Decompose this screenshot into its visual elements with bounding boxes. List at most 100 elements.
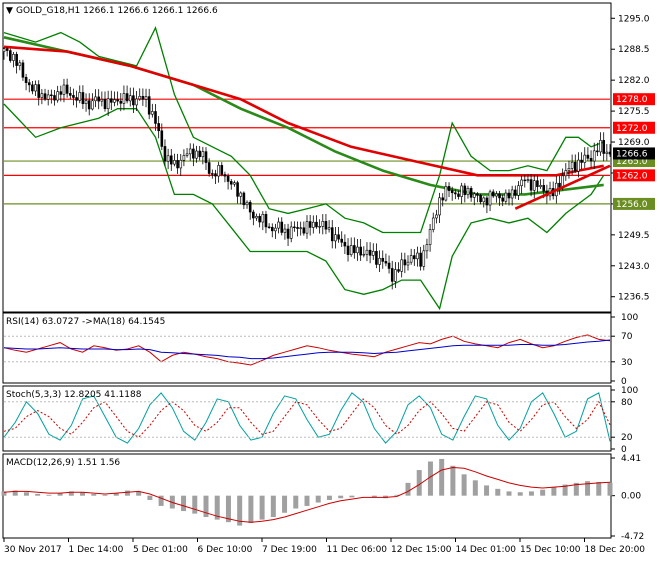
- candle-body: [280, 221, 284, 233]
- candle-body: [596, 150, 599, 153]
- dropdown-arrow-icon[interactable]: ▼: [6, 6, 13, 16]
- price-tick-label: 1275.5: [618, 107, 650, 117]
- macd-histogram-bar: [315, 495, 321, 503]
- macd-histogram-bar: [484, 485, 490, 496]
- macd-histogram-bar: [371, 495, 377, 498]
- candle-body: [122, 93, 126, 104]
- macd-histogram-bar: [293, 495, 299, 509]
- time-tick-label: 15 Dec 10:00: [520, 545, 581, 555]
- candle-body: [37, 84, 41, 98]
- sub-tick-label: 0: [621, 445, 627, 455]
- last-price-box: [613, 147, 655, 160]
- candle-body: [504, 192, 508, 202]
- trendline[interactable]: [514, 164, 611, 210]
- candle-body: [34, 84, 37, 92]
- sub-tick-label: 70: [621, 332, 633, 342]
- candle-body: [570, 161, 574, 169]
- level-label: 1265.0: [616, 157, 648, 167]
- candle-body: [201, 151, 205, 158]
- candle-body: [267, 226, 271, 229]
- macd-tick-label: -4.72: [621, 532, 644, 542]
- candle-body: [113, 99, 116, 103]
- candle-body: [413, 255, 416, 260]
- candle-body: [394, 269, 397, 282]
- price-tick-label: 1295.0: [618, 14, 650, 24]
- macd-histogram-bar: [495, 488, 501, 496]
- candle-body: [195, 150, 198, 159]
- price-candles: [2, 47, 612, 290]
- stoch-header: Stoch(5,3,3) 12.8205 41.1188: [6, 390, 142, 400]
- macd-histogram-bar: [394, 494, 400, 496]
- candle-body: [18, 62, 22, 66]
- candle-body: [270, 227, 274, 232]
- macd-histogram-bar: [35, 493, 41, 496]
- macd-histogram-bar: [214, 495, 220, 520]
- price-tick-label: 1282.0: [618, 76, 650, 86]
- candle-body: [498, 193, 501, 199]
- candle-body: [349, 245, 353, 255]
- candle-body: [12, 53, 15, 61]
- candle-body: [166, 155, 170, 162]
- macd-histogram-bar: [192, 495, 198, 514]
- candle-body: [100, 99, 104, 102]
- candle-body: [356, 246, 359, 254]
- candle-body: [510, 189, 514, 199]
- rsi-header: RSI(14) 63.0727 ->MA(18) 64.1545: [6, 317, 165, 327]
- candle-body: [68, 93, 72, 96]
- macd-histogram-bar: [416, 470, 422, 496]
- macd-histogram-bar: [562, 484, 568, 496]
- macd-histogram-bar: [450, 465, 456, 496]
- macd-histogram-bar: [506, 491, 512, 496]
- candle-body: [59, 91, 63, 95]
- candle-body: [31, 84, 34, 92]
- candle-body: [425, 244, 429, 252]
- macd-histogram-bar: [472, 480, 478, 496]
- candle-body: [154, 111, 157, 124]
- candle-body: [21, 62, 25, 78]
- candle-body: [5, 48, 9, 51]
- candle-body: [586, 154, 590, 159]
- candle-body: [2, 48, 6, 52]
- candle-body: [485, 197, 489, 206]
- price-tick-label: 1269.0: [618, 138, 650, 148]
- candle-body: [599, 140, 602, 153]
- candle-body: [419, 252, 422, 267]
- level-label-box: [613, 197, 655, 210]
- candle-body: [529, 179, 533, 191]
- candle-body: [289, 226, 293, 239]
- candle-body: [457, 193, 460, 197]
- candle-body: [488, 191, 492, 206]
- candle-body: [479, 194, 482, 203]
- candle-body: [542, 185, 546, 192]
- macd-histogram-bar: [551, 487, 557, 496]
- macd-histogram-bar: [349, 495, 355, 498]
- candle-body: [406, 261, 410, 266]
- macd-histogram-bar: [270, 495, 276, 518]
- candle-body: [327, 227, 331, 230]
- candle-body: [476, 193, 479, 196]
- candle-body: [125, 93, 129, 102]
- candle-body: [368, 249, 372, 256]
- macd-histogram-bar: [528, 491, 534, 496]
- candle-body: [106, 98, 110, 110]
- time-tick-label: 14 Dec 01:00: [456, 545, 517, 555]
- candle-body: [416, 252, 419, 260]
- candle-body: [188, 148, 192, 155]
- candle-body: [337, 234, 340, 240]
- candle-body: [236, 182, 239, 197]
- candle-body: [286, 228, 290, 239]
- macd-histogram-bar: [596, 482, 602, 496]
- candle-body: [274, 227, 277, 232]
- candle-body: [435, 214, 438, 219]
- candle-body: [43, 93, 47, 100]
- candle-body: [157, 123, 160, 132]
- candle-body: [185, 153, 189, 156]
- time-tick-label: 7 Dec 19:00: [262, 545, 317, 555]
- candle-body: [444, 186, 448, 201]
- candle-body: [207, 162, 211, 174]
- candle-body: [589, 158, 593, 162]
- candle-body: [252, 211, 255, 219]
- candle-body: [147, 96, 151, 115]
